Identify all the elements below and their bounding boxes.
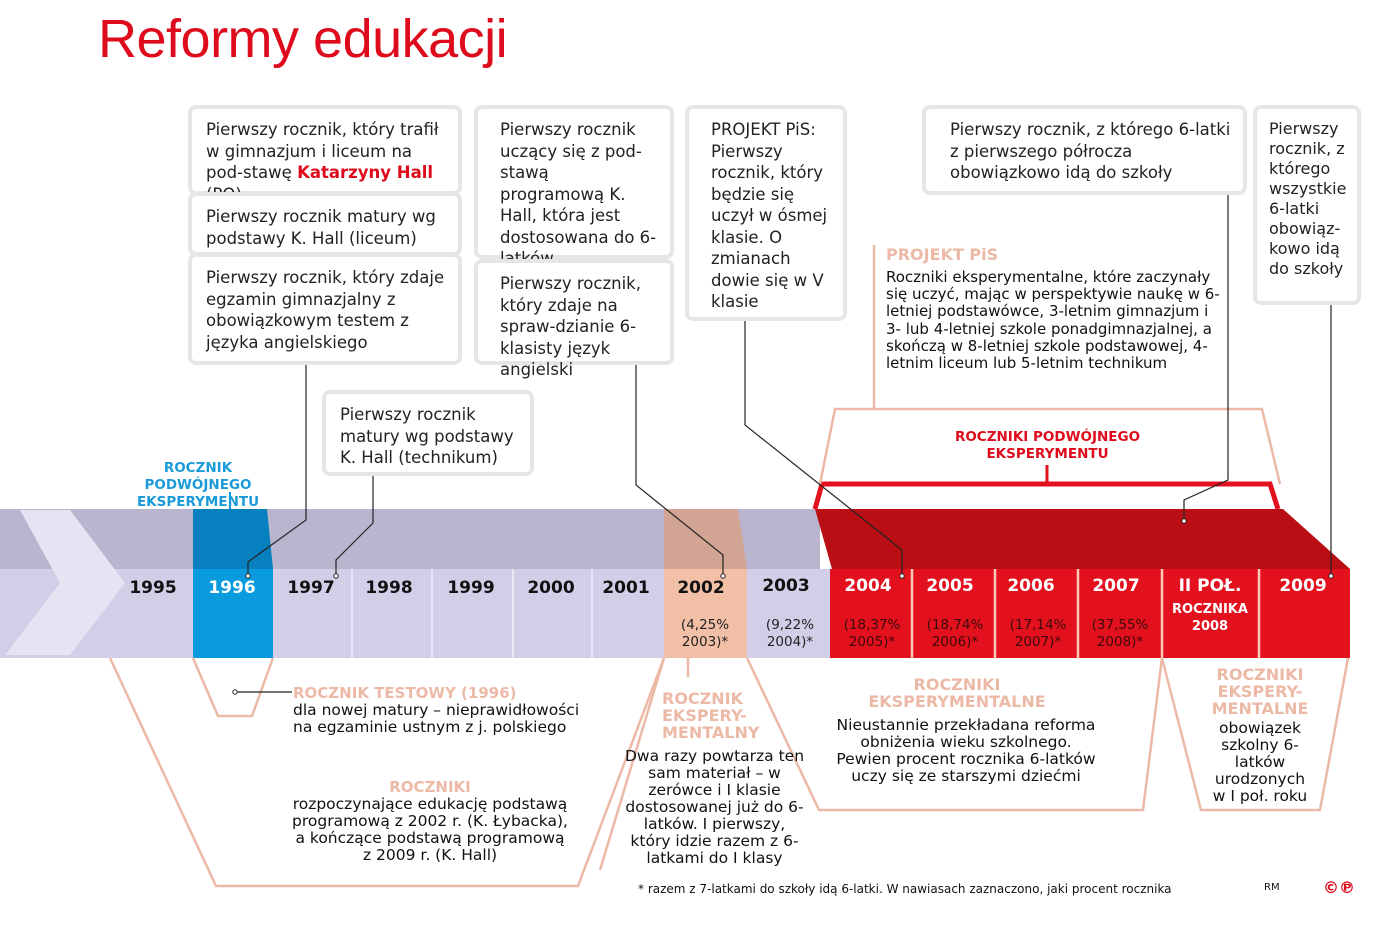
roczniki-lybacka-text: rozpoczynające edukację podstawą program… — [292, 795, 568, 864]
eksperymentalne-2008-text: obowiązek szkolny 6-latków urodzonych w … — [1212, 719, 1308, 805]
eksperymentalny-heading: ROCZNIK EKSPERY-MENTALNY — [662, 689, 760, 742]
label-roczniki-podwojnego: ROCZNIKI PODWÓJNEGO EKSPERYMENTU — [954, 429, 1141, 462]
page-title: Reformy edukacji — [98, 9, 508, 69]
card-polrocze: Pierwszy rocznik, z którego 6-latki z pi… — [922, 105, 1247, 195]
card-egzamin-gimnazjalny: Pierwszy rocznik, który zdaje egzamin gi… — [188, 253, 462, 365]
eksperymentalne-text: Nieustannie przekładana reforma obniżeni… — [836, 716, 1096, 785]
year-2008-half: II POŁ. — [1178, 576, 1242, 596]
pct-2006: (17,14% 2007)* — [1009, 617, 1067, 650]
pct-2004: (18,37% 2005)* — [843, 617, 901, 650]
projekt-pis-heading: PROJEKT PiS — [886, 245, 999, 264]
year-1995: 1995 — [129, 578, 177, 598]
year-2004: 2004 — [844, 576, 892, 596]
year-2005: 2005 — [926, 576, 974, 596]
year-2006: 2006 — [1007, 576, 1055, 596]
year-2001: 2001 — [602, 578, 650, 598]
year-2009: 2009 — [1279, 576, 1327, 596]
year-2000: 2000 — [527, 578, 575, 598]
pct-2002: (4,25% 2003)* — [680, 617, 730, 650]
credit-initials: RM — [1264, 882, 1280, 893]
testowy-text: dla nowej matury – nieprawidłowości na e… — [293, 701, 580, 736]
card-hall-po: Pierwszy rocznik, który trafił w gimnazj… — [188, 105, 462, 204]
eksperymentalne-2008-heading: ROCZNIKI EKSPERY-MENTALNE — [1211, 665, 1309, 718]
year-1999: 1999 — [447, 578, 495, 598]
pct-2005: (18,74% 2006)* — [926, 617, 984, 650]
eksperymentalny-text: Dwa razy powtarza ten sam materiał – w z… — [624, 747, 805, 867]
footnote: * razem z 7-latkami do szkoły idą 6-latk… — [638, 882, 1172, 896]
card-podstawa-6-latki: Pierwszy rocznik uczący się z pod-stawą … — [474, 105, 674, 268]
year-1997: 1997 — [287, 578, 335, 598]
pct-2003: (9,22% 2004)* — [765, 617, 815, 650]
card-sprawdzian: Pierwszy rocznik, który zdaje na spraw-d… — [474, 259, 674, 379]
card-matura-technikum: Pierwszy rocznik matury wg podstawy K. H… — [322, 390, 534, 476]
year-2008-sub: ROCZNIKA 2008 — [1172, 602, 1248, 634]
label-rocznik-podwojnego: ROCZNIK PODWÓJNEGO EKSPERYMENTU — [136, 460, 260, 510]
pct-2007: (37,55% 2008)* — [1091, 617, 1149, 650]
testowy-heading: ROCZNIK TESTOWY (1996) — [293, 684, 517, 702]
roczniki-lybacka-heading: ROCZNIKI — [389, 778, 471, 796]
year-1998: 1998 — [365, 578, 413, 598]
eksperymentalne-heading: ROCZNIKI EKSPERYMENTALNE — [868, 675, 1046, 711]
card-matura-liceum: Pierwszy rocznik matury wg podstawy K. H… — [188, 192, 462, 256]
card-projekt-pis: PROJEKT PiS: Pierwszy rocznik, który będ… — [685, 105, 847, 321]
year-2002: 2002 — [677, 578, 725, 598]
card-wszystkie-6-latki: Pierwszy rocznik, z którego wszystkie 6-… — [1253, 105, 1361, 305]
year-2003: 2003 — [762, 576, 810, 596]
copyright-icon: ©℗ — [1323, 878, 1355, 897]
year-2007: 2007 — [1092, 576, 1140, 596]
year-1996: 1996 — [208, 578, 256, 598]
projekt-pis-text: Roczniki eksperymentalne, które zaczynał… — [886, 268, 1220, 373]
